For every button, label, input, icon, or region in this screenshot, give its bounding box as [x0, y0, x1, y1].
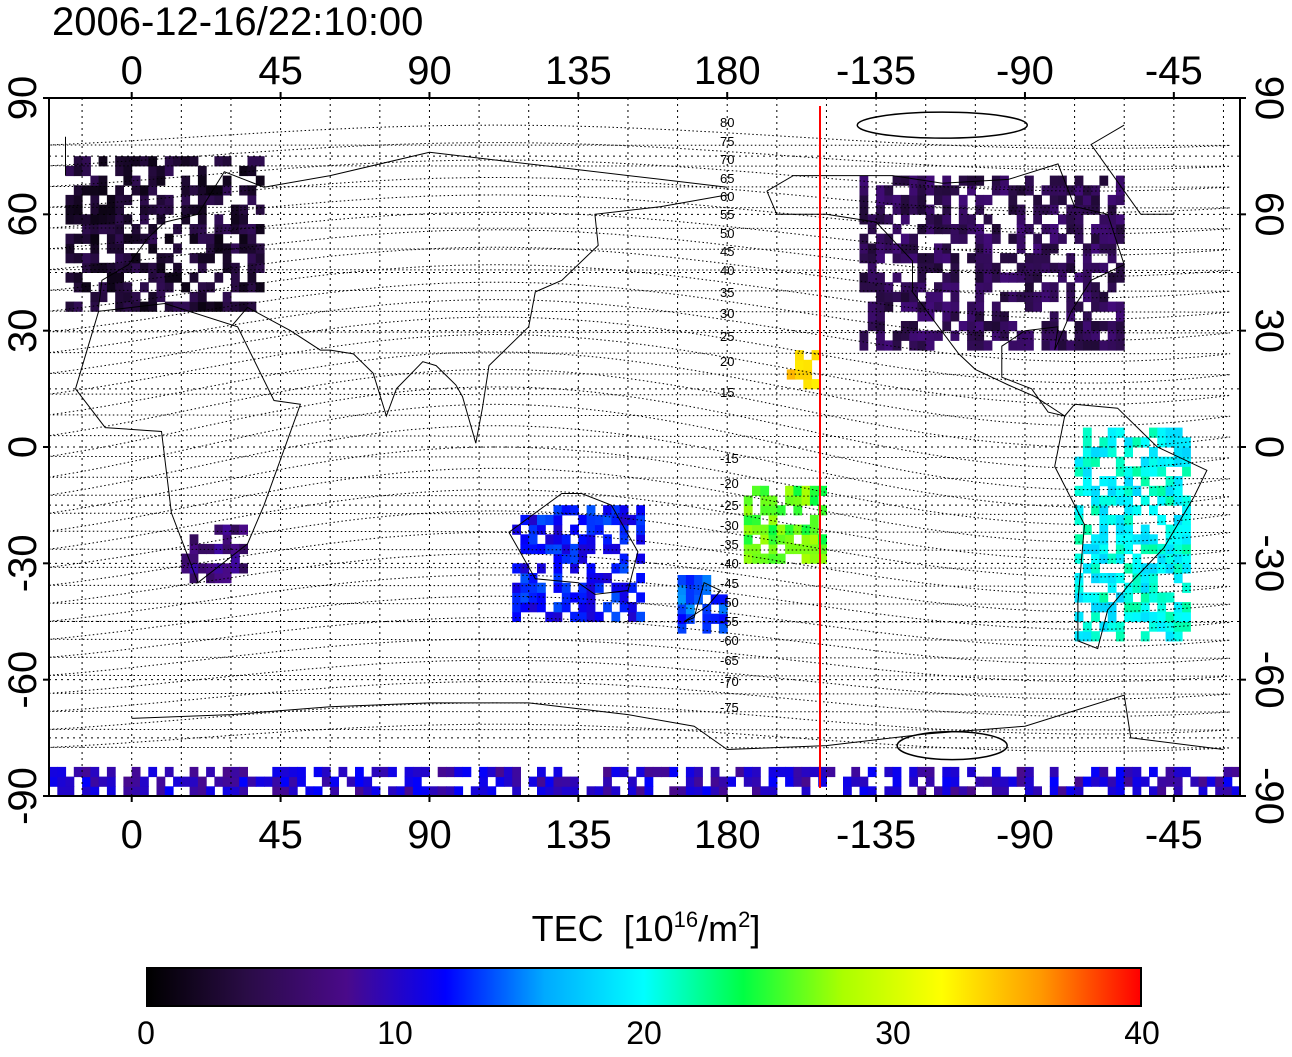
mag-lat-label: 20: [720, 354, 734, 369]
mag-lat-label: 40: [720, 263, 734, 278]
coastline-3: [508, 493, 639, 595]
lat-label-right: 60: [1247, 192, 1291, 237]
mag-lat-label: -15: [720, 451, 739, 466]
mag-lat-label: -50: [720, 595, 739, 610]
tec-region-australia: [512, 505, 645, 622]
coastline-1: [98, 151, 728, 308]
lat-label-left: 0: [1, 436, 45, 458]
lat-label-left: -90: [1, 767, 45, 825]
tec-region-pacific-south: [743, 485, 827, 564]
lon-label-bottom: -45: [1145, 813, 1203, 857]
lat-label-right: 30: [1247, 308, 1291, 353]
colorbar-units-open: [10: [623, 908, 674, 949]
mag-lat-label: 15: [720, 385, 734, 400]
lat-label-left: 30: [1, 308, 45, 353]
mag-lat-label: 50: [720, 226, 734, 241]
mag-lat-label: 35: [720, 285, 734, 300]
mag-lat-label: -60: [720, 633, 739, 648]
magnetic-latitude-labels: 80 75 70 65 60 55 50 45 40 35 30 25 20 15 -15 -20 -25 -30…: [720, 115, 739, 715]
coastline-4: [766, 163, 1125, 417]
colorbar-units-mid: /m: [698, 908, 739, 949]
colorbar-units-close: ]: [750, 908, 761, 949]
mag-lat-label: 25: [720, 329, 734, 344]
lon-label-bottom: 90: [407, 813, 452, 857]
mag-lat-label: 55: [720, 207, 734, 222]
coastline-layer: [65, 124, 1224, 750]
frame-ticks: [43, 92, 1246, 802]
lon-label-bottom: -135: [836, 813, 916, 857]
lat-label-right: -60: [1247, 651, 1291, 709]
lon-label-bottom: 0: [121, 813, 143, 857]
colorbar-tick-label: 30: [875, 1015, 911, 1051]
graticule-grid: [49, 98, 1240, 796]
mag-lat-label: -40: [720, 556, 739, 571]
tec-region-south-america: [1074, 427, 1191, 642]
colorbar-tick-label: 0: [137, 1015, 155, 1051]
colorbar-tick-label: 40: [1124, 1015, 1160, 1051]
lon-label-top: 135: [545, 49, 612, 93]
lon-label-bottom: 45: [258, 813, 303, 857]
mag-lat-label: 65: [720, 171, 734, 186]
lat-label-left: 60: [1, 192, 45, 237]
lat-label-left: -30: [1, 534, 45, 592]
tec-map: 80 75 70 65 60 55 50 45 40 35 30 25 20 15 -15 -20 -25 -30…: [1, 49, 1291, 857]
lat-label-left: -60: [1, 651, 45, 709]
lon-label-top: 90: [407, 49, 452, 93]
colorbar-tick-label: 10: [377, 1015, 413, 1051]
mag-lat-label: -75: [720, 700, 739, 715]
lon-label-bottom: 180: [694, 813, 761, 857]
mag-lat-label: 75: [720, 134, 734, 149]
colorbar-tick-label: 20: [626, 1015, 662, 1051]
mag-lat-label: -25: [720, 498, 739, 513]
colorbar-title-text: TEC: [531, 908, 604, 949]
mag-lat-label: -30: [720, 518, 739, 533]
tec-region-antarctic-rim: [49, 766, 1240, 796]
lon-label-top: 45: [258, 49, 303, 93]
lat-label-left: 90: [1, 76, 45, 121]
lon-label-top: 180: [694, 49, 761, 93]
mag-lat-label: -55: [720, 614, 739, 629]
lat-label-right: -90: [1247, 767, 1291, 825]
mag-lat-label: -20: [720, 476, 739, 491]
mag-lat-label: 60: [720, 189, 734, 204]
mag-lat-label: 30: [720, 306, 734, 321]
colorbar-title: TEC [1016/m2]: [0, 907, 1292, 951]
coastline-2: [230, 194, 728, 444]
map-title: 2006-12-16/22:10:00: [52, 0, 424, 44]
coastline-0: [75, 302, 302, 584]
magnetic-latitude-contours: [49, 111, 1231, 761]
tec-region-new-zealand: [677, 575, 728, 634]
mag-lat-label: 45: [720, 244, 734, 259]
mag-lat-label: -65: [720, 653, 739, 668]
lon-label-top: -135: [836, 49, 916, 93]
left-latitude-labels: 90 60 30 0 -30 -60 -90: [1, 76, 45, 825]
lon-label-top: -45: [1145, 49, 1203, 93]
mag-lat-label: -45: [720, 576, 739, 591]
tec-region-europe: [65, 156, 265, 312]
tec-data-layer: [49, 156, 1240, 796]
colorbar: [146, 967, 1142, 1007]
right-latitude-labels: 90 60 30 0 -30 -60 -90: [1247, 76, 1291, 825]
colorbar-units-exponent: 16: [673, 907, 699, 932]
colorbar-units-exponent2: 2: [738, 907, 751, 932]
lon-label-top: 0: [121, 49, 143, 93]
lon-label-top: -90: [996, 49, 1054, 93]
lat-label-right: 90: [1247, 76, 1291, 121]
coastline-5: [1054, 403, 1208, 650]
mag-lat-label: 80: [720, 115, 734, 130]
mag-lat-label: 70: [720, 152, 734, 167]
lat-label-right: 0: [1247, 436, 1291, 458]
tec-region-southern-africa: [181, 524, 248, 584]
lon-label-bottom: 135: [545, 813, 612, 857]
coastline-7: [683, 581, 722, 622]
mag-lat-label: -35: [720, 537, 739, 552]
mag-lat-label: -70: [720, 674, 739, 689]
lon-label-bottom: -90: [996, 813, 1054, 857]
tec-region-north-america: [859, 175, 1125, 351]
top-longitude-labels: 0 45 90 135 180 -135 -90 -45: [121, 49, 1203, 93]
bottom-longitude-labels: 0 45 90 135 180 -135 -90 -45: [121, 813, 1203, 857]
coastline-8: [65, 124, 1174, 215]
lat-label-right: -30: [1247, 534, 1291, 592]
